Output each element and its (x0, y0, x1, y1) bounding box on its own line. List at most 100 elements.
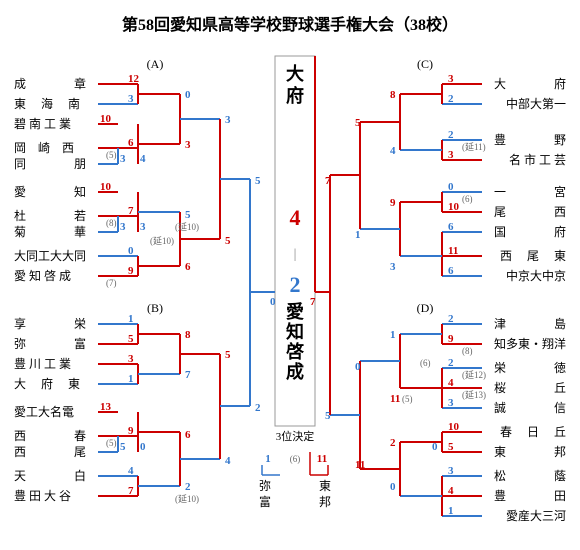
svg-text:富: 富 (259, 494, 271, 509)
svg-text:愛 知 啓 成: 愛 知 啓 成 (14, 268, 71, 283)
svg-text:11: 11 (448, 245, 458, 257)
svg-text:誠 信: 誠 信 (494, 401, 566, 415)
svg-text:3: 3 (448, 397, 454, 409)
svg-text:栄 徳: 栄 徳 (494, 360, 566, 375)
svg-text:邦: 邦 (319, 495, 331, 509)
svg-text:(7): (7) (106, 278, 117, 288)
svg-text:一 宮: 一 宮 (494, 184, 566, 199)
svg-text:(延10): (延10) (150, 235, 174, 246)
svg-text:(B): (B) (147, 301, 163, 315)
svg-text:3: 3 (390, 261, 396, 273)
svg-text:弥 富: 弥 富 (14, 336, 86, 351)
svg-text:4: 4 (140, 153, 146, 165)
svg-text:1: 1 (265, 453, 271, 465)
svg-text:6: 6 (128, 137, 134, 149)
svg-text:1: 1 (390, 329, 396, 341)
svg-text:愛 知: 愛 知 (14, 185, 86, 199)
svg-text:府: 府 (286, 85, 304, 106)
svg-text:菊 華: 菊 華 (14, 225, 86, 239)
svg-text:6: 6 (448, 265, 454, 277)
svg-text:(5): (5) (106, 150, 117, 160)
svg-text:第58回愛知県高等学校野球選手権大会（38校）: 第58回愛知県高等学校野球選手権大会（38校） (122, 15, 458, 34)
svg-text:3位決定: 3位決定 (276, 429, 315, 443)
svg-text:5: 5 (225, 235, 231, 247)
svg-text:8: 8 (390, 89, 396, 101)
svg-text:4: 4 (448, 377, 454, 389)
svg-text:7: 7 (325, 175, 331, 187)
svg-text:(8): (8) (462, 346, 473, 356)
svg-text:西 尾 東: 西 尾 東 (500, 249, 566, 263)
svg-text:11: 11 (390, 393, 400, 405)
svg-text:6: 6 (185, 429, 191, 441)
svg-text:3: 3 (128, 93, 134, 105)
svg-text:2: 2 (448, 129, 454, 141)
svg-text:0: 0 (448, 181, 454, 193)
svg-text:(5): (5) (106, 438, 117, 448)
svg-text:中京大中京: 中京大中京 (506, 268, 566, 283)
svg-text:3: 3 (140, 221, 146, 233)
svg-text:2: 2 (290, 272, 301, 297)
svg-text:大: 大 (286, 63, 304, 84)
svg-text:津 島: 津 島 (494, 316, 566, 331)
svg-text:5: 5 (325, 410, 331, 422)
svg-text:10: 10 (448, 201, 460, 213)
svg-text:知: 知 (286, 321, 304, 342)
svg-text:2: 2 (185, 481, 191, 493)
svg-text:西 尾: 西 尾 (14, 445, 86, 459)
svg-text:7: 7 (128, 205, 134, 217)
svg-text:同 朋: 同 朋 (14, 157, 86, 171)
svg-text:中部大第一: 中部大第一 (506, 96, 566, 111)
svg-text:5: 5 (255, 175, 261, 187)
svg-text:6: 6 (448, 221, 454, 233)
svg-text:7: 7 (128, 485, 134, 497)
svg-text:5: 5 (128, 333, 134, 345)
svg-text:5: 5 (185, 209, 191, 221)
svg-text:13: 13 (100, 401, 112, 413)
svg-text:(延11): (延11) (462, 141, 486, 152)
svg-text:1: 1 (128, 373, 134, 385)
svg-text:豊 川 工 業: 豊 川 工 業 (14, 357, 71, 371)
svg-text:3: 3 (448, 149, 454, 161)
svg-text:(6): (6) (420, 358, 431, 368)
svg-text:9: 9 (128, 425, 134, 437)
svg-text:3: 3 (128, 353, 134, 365)
svg-text:4: 4 (290, 205, 301, 230)
svg-text:豊 田: 豊 田 (494, 489, 566, 503)
svg-text:碧 南 工 業: 碧 南 工 業 (14, 116, 71, 131)
svg-text:(C): (C) (417, 57, 433, 71)
svg-text:4: 4 (225, 455, 231, 467)
svg-text:2: 2 (448, 93, 454, 105)
svg-text:岡 崎 西: 岡 崎 西 (14, 141, 74, 155)
svg-text:享 栄: 享 栄 (14, 316, 86, 331)
svg-text:愛: 愛 (286, 301, 304, 322)
svg-text:大 府 東: 大 府 東 (14, 376, 80, 391)
svg-text:11: 11 (317, 453, 327, 465)
svg-text:3: 3 (120, 153, 126, 165)
svg-text:2: 2 (448, 313, 454, 325)
svg-text:(5): (5) (402, 394, 413, 404)
svg-text:0: 0 (355, 361, 361, 373)
svg-text:|: | (294, 247, 297, 262)
svg-text:5: 5 (355, 117, 361, 129)
svg-text:(6): (6) (462, 194, 473, 204)
svg-text:3: 3 (120, 221, 126, 233)
svg-text:1: 1 (448, 505, 454, 517)
svg-text:松 蔭: 松 蔭 (494, 469, 566, 483)
svg-text:0: 0 (140, 441, 146, 453)
svg-text:3: 3 (185, 139, 191, 151)
svg-text:9: 9 (128, 265, 134, 277)
svg-text:0: 0 (270, 296, 276, 308)
svg-text:10: 10 (100, 113, 112, 125)
svg-text:東 邦: 東 邦 (494, 445, 566, 459)
svg-text:天 白: 天 白 (14, 468, 86, 483)
svg-text:国 府: 国 府 (494, 224, 566, 239)
svg-text:(6): (6) (290, 454, 301, 464)
svg-text:東 海 南: 東 海 南 (14, 96, 80, 111)
svg-text:7: 7 (310, 296, 316, 308)
svg-text:西 春: 西 春 (14, 429, 86, 443)
svg-text:尾 西: 尾 西 (494, 205, 566, 219)
svg-text:2: 2 (255, 402, 261, 414)
svg-text:桜 丘: 桜 丘 (494, 381, 566, 395)
svg-text:啓: 啓 (286, 341, 305, 362)
svg-text:成 章: 成 章 (14, 76, 86, 91)
